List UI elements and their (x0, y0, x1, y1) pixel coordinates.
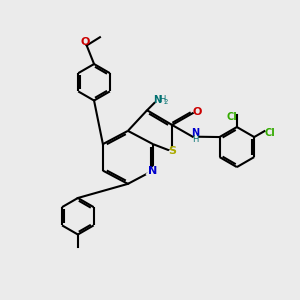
Text: O: O (80, 37, 90, 47)
Text: N: N (192, 128, 200, 138)
Text: H: H (193, 135, 199, 144)
Text: Cl: Cl (226, 112, 237, 122)
Text: S: S (168, 146, 176, 157)
Text: Cl: Cl (264, 128, 275, 138)
Text: N: N (148, 166, 158, 176)
Text: 2: 2 (164, 99, 168, 105)
Text: O: O (192, 107, 202, 117)
Text: H: H (160, 95, 166, 104)
Text: N: N (153, 95, 161, 105)
